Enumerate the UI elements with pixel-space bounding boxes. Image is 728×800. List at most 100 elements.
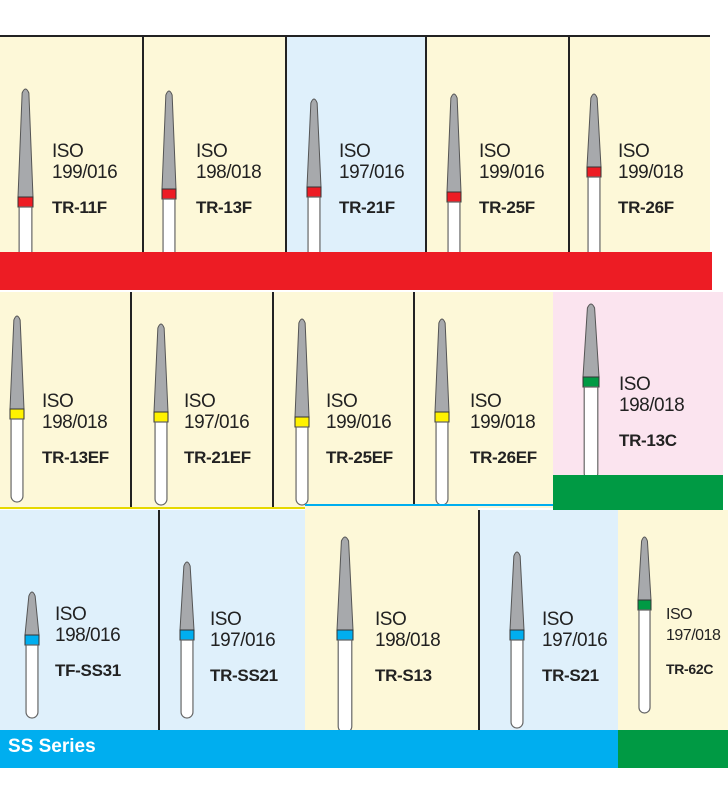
- iso-size: 197/016: [542, 630, 608, 651]
- iso-label: ISO: [375, 609, 407, 630]
- green-band: [553, 475, 723, 510]
- bur-head: [17, 88, 34, 198]
- ss-series-band: SS Series: [0, 730, 618, 768]
- bur-shank: [25, 644, 39, 719]
- green-band-bottom: [618, 730, 728, 768]
- product-info: ISO 199/016 TR-25EF: [326, 392, 393, 468]
- product-code: TR-13F: [196, 198, 252, 217]
- color-ring: [17, 196, 34, 208]
- color-ring: [179, 629, 195, 641]
- iso-size: 199/016: [326, 412, 392, 433]
- product-info: ISO 197/016 TR-SS21: [210, 610, 278, 686]
- bur-icon: [24, 591, 40, 719]
- bur-shank: [10, 418, 24, 503]
- iso-label: ISO: [184, 391, 216, 412]
- iso-size: 198/018: [619, 395, 685, 416]
- color-ring: [509, 629, 525, 641]
- product-code: TR-25EF: [326, 448, 393, 467]
- bur-icon: [17, 88, 34, 276]
- iso-size: 197/018: [666, 627, 721, 644]
- product-info: ISO 198/018 TR-13EF: [42, 392, 109, 468]
- bur-head: [153, 323, 169, 413]
- color-ring: [586, 166, 602, 178]
- product-info: ISO 198/016 TF-SS31: [55, 605, 121, 681]
- bur-head: [306, 98, 322, 188]
- bur-head: [434, 318, 450, 413]
- color-ring: [434, 411, 450, 423]
- iso-size: 198/018: [375, 630, 441, 651]
- bur-shank: [337, 639, 353, 734]
- bur-shank: [583, 386, 599, 481]
- product-card[interactable]: ISO 197/016 TR-21EF: [130, 292, 272, 508]
- iso-label: ISO: [196, 141, 228, 162]
- bur-icon: [153, 323, 169, 506]
- bur-icon: [434, 318, 450, 506]
- bur-head: [637, 536, 652, 601]
- bur-shank: [295, 426, 309, 506]
- product-info: ISO 198/018 TR-13F: [196, 141, 262, 218]
- bur-head: [446, 93, 462, 193]
- series-label: SS Series: [8, 736, 96, 757]
- product-code: TR-21EF: [184, 448, 251, 467]
- product-code: TR-S21: [542, 666, 599, 685]
- bur-head: [294, 318, 310, 418]
- product-card[interactable]: ISO 197/016 TR-SS21: [158, 510, 305, 730]
- bur-icon: [336, 536, 354, 734]
- product-code: TR-26F: [618, 198, 674, 217]
- color-ring: [582, 376, 600, 388]
- product-info: ISO 197/016 TR-21EF: [184, 392, 251, 468]
- iso-label: ISO: [42, 391, 74, 412]
- bur-head: [582, 303, 600, 378]
- bur-shank: [510, 639, 524, 729]
- product-card[interactable]: ISO 197/018 TR-62C: [618, 510, 728, 730]
- product-card[interactable]: ISO 197/016 TR-S21: [478, 510, 618, 730]
- bur-icon: [637, 536, 652, 714]
- product-card[interactable]: ISO 198/018 TR-13F: [142, 35, 285, 278]
- product-info: ISO 199/018 TR-26EF: [470, 392, 537, 468]
- product-info: ISO 199/018 TR-26F: [618, 141, 684, 218]
- bur-icon: [582, 303, 600, 481]
- product-info: ISO 197/016 TR-21F: [339, 141, 405, 218]
- iso-label: ISO: [666, 606, 693, 623]
- bur-head: [336, 536, 354, 631]
- product-card[interactable]: ISO 197/016 TR-21F: [285, 35, 425, 281]
- product-card[interactable]: ISO 198/018 TR-13C: [553, 292, 723, 481]
- product-info: ISO 199/016 TR-11F: [52, 142, 118, 218]
- iso-size: 199/018: [470, 412, 536, 433]
- bur-icon: [179, 561, 195, 719]
- iso-label: ISO: [339, 141, 371, 162]
- bur-head: [9, 315, 25, 410]
- iso-size: 199/016: [479, 162, 545, 183]
- iso-size: 198/016: [55, 625, 121, 646]
- product-info: ISO 197/016 TR-S21: [542, 610, 608, 686]
- color-ring: [24, 634, 40, 646]
- product-card[interactable]: ISO 199/016 TR-25F: [425, 35, 568, 281]
- product-code: TR-26EF: [470, 448, 537, 467]
- product-card[interactable]: ISO 199/018 TR-26F: [568, 35, 710, 281]
- bur-shank: [638, 609, 651, 714]
- iso-label: ISO: [618, 141, 650, 162]
- product-card[interactable]: ISO 198/018 TR-S13: [305, 505, 478, 734]
- product-info: ISO 198/018 TR-S13: [375, 609, 441, 686]
- color-ring: [161, 188, 177, 200]
- product-card[interactable]: ISO 199/016 TR-25EF: [272, 292, 413, 508]
- yellow-divider: [0, 507, 305, 509]
- red-band: [0, 252, 712, 290]
- color-ring: [294, 416, 310, 428]
- bur-head: [509, 551, 525, 631]
- bur-shank: [154, 421, 168, 506]
- product-card[interactable]: ISO 198/016 TF-SS31: [0, 510, 158, 730]
- product-info: ISO 198/018 TR-13C: [619, 375, 685, 451]
- bur-icon: [294, 318, 310, 506]
- iso-label: ISO: [326, 391, 358, 412]
- iso-label: ISO: [470, 391, 502, 412]
- product-code: TR-62C: [666, 661, 714, 677]
- bur-icon: [509, 551, 525, 729]
- product-card[interactable]: ISO 199/016 TR-11F: [0, 35, 142, 276]
- product-code: TR-SS21: [210, 666, 278, 685]
- product-card[interactable]: ISO 199/018 TR-26EF: [413, 292, 553, 508]
- iso-label: ISO: [210, 609, 242, 630]
- product-code: TF-SS31: [55, 661, 121, 680]
- bur-shank: [435, 421, 449, 506]
- product-card[interactable]: ISO 198/018 TR-13EF: [0, 292, 130, 508]
